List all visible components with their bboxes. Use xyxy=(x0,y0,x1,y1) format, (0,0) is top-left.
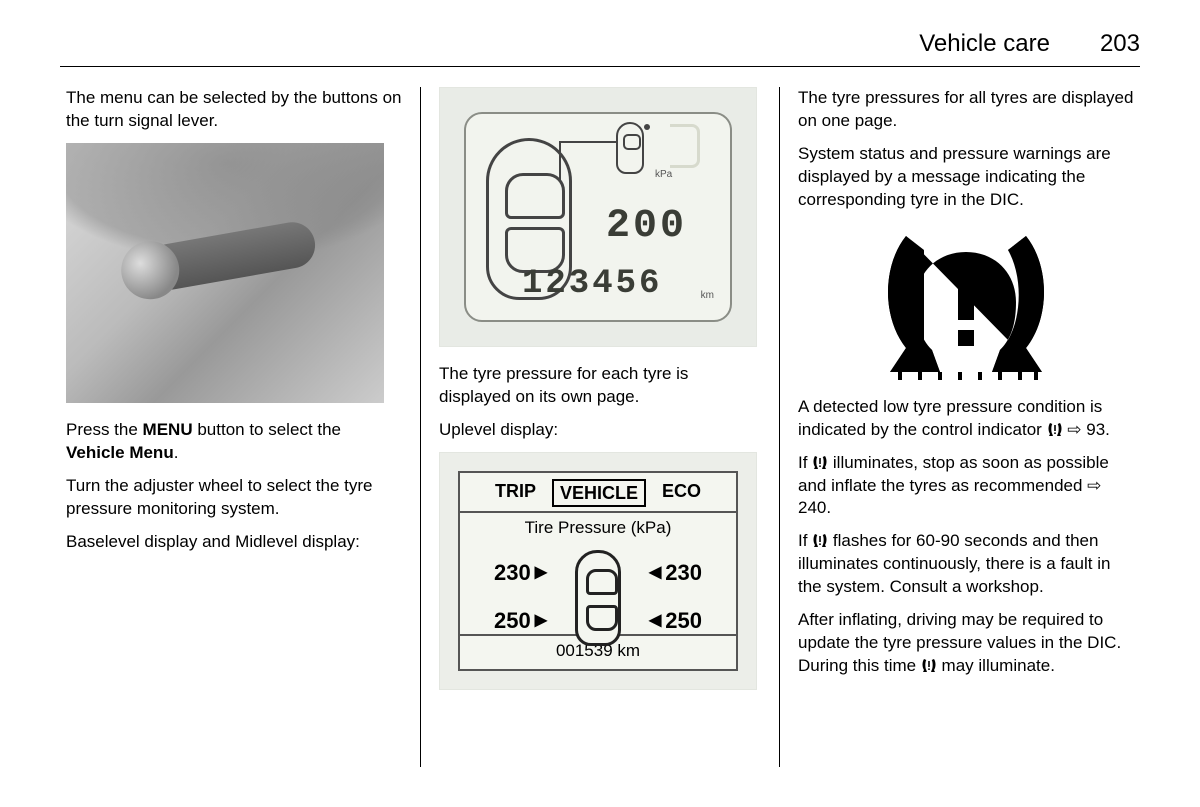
pressure-rear-left: 250▶ xyxy=(494,606,547,636)
manual-page: Vehicle care 203 The menu can be selecte… xyxy=(0,0,1200,807)
page-ref-93: ⇨ 93. xyxy=(1067,420,1110,439)
pressure-value: 200 xyxy=(606,200,687,254)
content-columns: The menu can be selected by the buttons … xyxy=(60,87,1140,767)
intro-text: The menu can be selected by the buttons … xyxy=(66,87,402,133)
tab-eco: ECO xyxy=(662,479,701,507)
pressure-front-left: 230▶ xyxy=(494,558,547,588)
display-label: Baselevel display and Midlevel display: xyxy=(66,531,402,554)
after-inflating-text: After inflating, driving may be required… xyxy=(798,609,1134,678)
menu-instruction: Press the MENU button to select the Vehi… xyxy=(66,419,402,465)
low-pressure-text: A detected low tyre pressure condition i… xyxy=(798,396,1134,442)
kpa-label: kPa xyxy=(655,168,672,182)
all-tyres-text: The tyre pressures for all tyres are dis… xyxy=(798,87,1134,133)
odometer-value: 123456 xyxy=(522,262,662,308)
baselevel-display-figure: kPa 200 123456 km xyxy=(439,87,757,347)
turn-signal-lever-photo xyxy=(66,143,384,403)
tpms-inline-icon xyxy=(921,657,937,673)
section-title: Vehicle care xyxy=(919,30,1050,58)
tpms-inline-icon xyxy=(812,454,828,470)
pressure-front-right: ◀230 xyxy=(649,558,702,588)
adjuster-instruction: Turn the adjuster wheel to select the ty… xyxy=(66,475,402,521)
column-1: The menu can be selected by the buttons … xyxy=(60,87,420,767)
car-mid-icon xyxy=(575,550,621,646)
column-3: The tyre pressures for all tyres are dis… xyxy=(780,87,1140,767)
tab-vehicle: VEHICLE xyxy=(552,479,646,507)
illuminates-text: If illuminates, stop as soon as possible… xyxy=(798,452,1134,521)
car-small-icon xyxy=(616,122,644,174)
per-tyre-text: The tyre pressure for each tyre is displ… xyxy=(439,363,761,409)
status-warning-text: System status and pressure warnings are … xyxy=(798,143,1134,212)
tpms-warning-icon xyxy=(876,222,1056,382)
column-2: kPa 200 123456 km The tyre pressure for … xyxy=(420,87,780,767)
page-header: Vehicle care 203 xyxy=(60,30,1140,67)
dic-tabs: TRIP VEHICLE ECO xyxy=(460,473,736,513)
gear-d-ghost xyxy=(670,124,700,168)
km-label: km xyxy=(701,289,714,303)
tpms-inline-icon xyxy=(812,532,828,548)
tab-trip: TRIP xyxy=(495,479,536,507)
uplevel-label: Uplevel display: xyxy=(439,419,761,442)
dic-title: Tire Pressure (kPa) xyxy=(460,513,736,544)
uplevel-display-figure: TRIP VEHICLE ECO Tire Pressure (kPa) 230… xyxy=(439,452,757,690)
flashes-text: If flashes for 60-90 seconds and then il… xyxy=(798,530,1134,599)
tpms-inline-icon xyxy=(1047,421,1063,437)
page-number: 203 xyxy=(1100,30,1140,58)
pressure-rear-right: ◀250 xyxy=(649,606,702,636)
